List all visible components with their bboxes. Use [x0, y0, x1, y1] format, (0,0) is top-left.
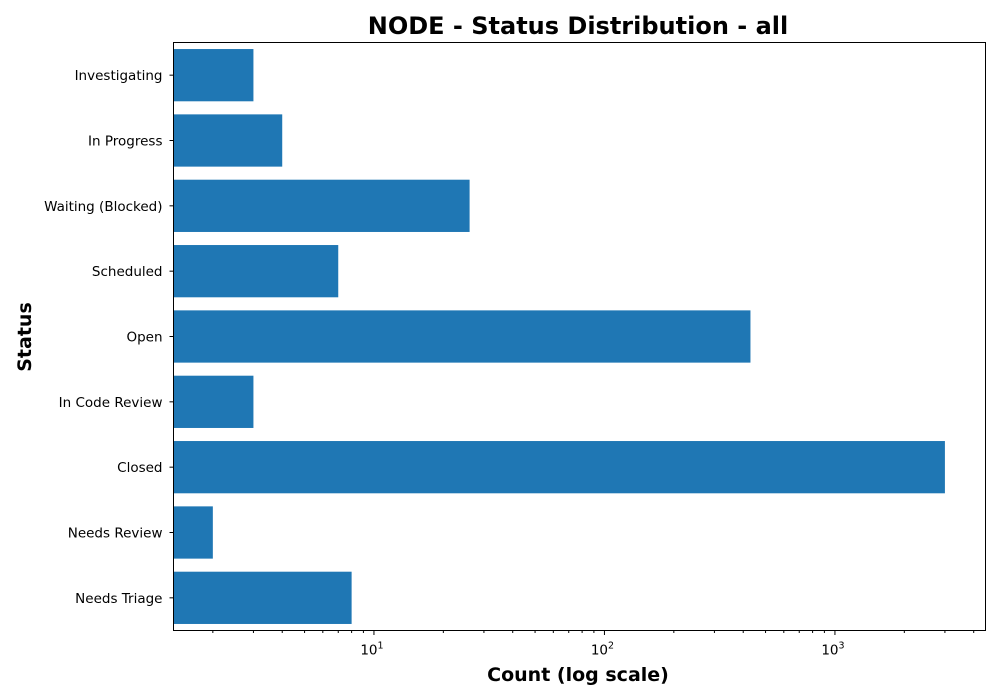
bar-waiting-blocked — [173, 179, 470, 232]
y-axis-ticks: Needs Triage Needs Review Closed In Code Re… — [44, 68, 174, 607]
x-tick-label-2: 102 — [591, 641, 614, 659]
x-tick-label-1: 101 — [360, 641, 383, 659]
bars-group — [173, 49, 945, 624]
bar-needs-review — [173, 506, 213, 559]
x-axis-label: Count (log scale) — [487, 664, 669, 686]
bar-scheduled — [173, 245, 339, 298]
bar-investigating — [173, 49, 254, 102]
x-axis-ticks: 101 102 103 — [212, 630, 975, 659]
y-tick-label-needs-triage: Needs Triage — [75, 591, 162, 607]
y-tick-label-investigating: Investigating — [75, 68, 163, 84]
bar-closed — [173, 441, 945, 494]
y-tick-label-open: Open — [126, 330, 162, 346]
y-axis-label: Status — [14, 302, 36, 372]
chart-title: NODE - Status Distribution - all — [368, 12, 788, 40]
y-tick-label-in-code-review: In Code Review — [59, 395, 163, 411]
x-tick-label-3: 103 — [821, 641, 844, 659]
y-tick-label-closed: Closed — [117, 460, 162, 476]
y-tick-label-needs-review: Needs Review — [68, 526, 163, 542]
y-tick-label-scheduled: Scheduled — [92, 264, 163, 280]
bar-in-progress — [173, 114, 283, 167]
bar-open — [173, 310, 751, 363]
y-tick-label-in-progress: In Progress — [88, 134, 162, 150]
plot-frame — [173, 42, 986, 631]
bar-needs-triage — [173, 571, 352, 624]
bar-in-code-review — [173, 375, 254, 428]
y-tick-label-waiting-blocked: Waiting (Blocked) — [44, 199, 162, 215]
